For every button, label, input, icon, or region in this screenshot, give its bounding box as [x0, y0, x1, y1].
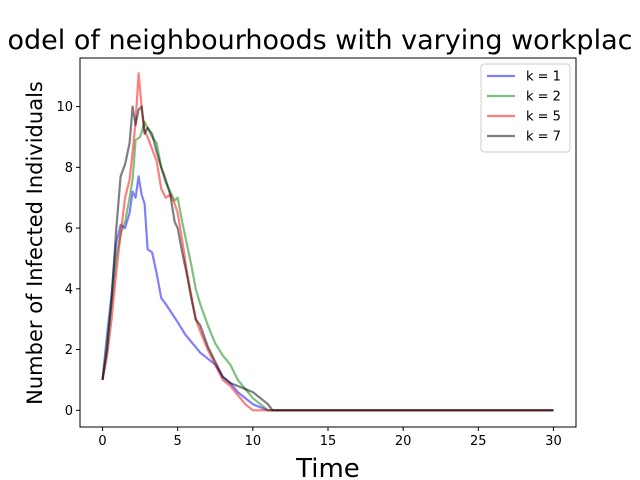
- x-tick-label: 25: [470, 434, 487, 449]
- x-tick-label: 20: [395, 434, 412, 449]
- series-line-k5: [101, 72, 554, 412]
- y-tick-label: 6: [65, 222, 73, 237]
- y-axis-label: Number of Infected Individuals: [23, 81, 47, 405]
- legend-label: k = 1: [526, 70, 561, 85]
- y-tick-label: 0: [65, 404, 73, 419]
- y-tick-label: 8: [65, 161, 73, 176]
- series-layer: [101, 72, 554, 412]
- x-tick-label: 15: [320, 434, 337, 449]
- chart-title: odel of neighbourhoods with varying work…: [8, 25, 633, 56]
- x-tick-label: 10: [245, 434, 262, 449]
- x-tick-label: 0: [98, 434, 106, 449]
- x-tick-label: 30: [545, 434, 562, 449]
- legend-label: k = 2: [526, 90, 561, 105]
- legend-label: k = 7: [526, 130, 561, 145]
- x-axis: 0 5 10 15 20 25 30: [98, 427, 562, 449]
- y-tick-label: 10: [56, 100, 73, 115]
- series-line-k2: [101, 120, 554, 412]
- series-line-k7: [101, 105, 554, 412]
- series-line-k1: [101, 175, 554, 412]
- x-axis-label: Time: [295, 454, 360, 480]
- y-tick-label: 2: [65, 343, 73, 358]
- legend-box: [480, 63, 571, 153]
- y-axis: 0 2 4 6 8 10: [56, 100, 80, 419]
- x-tick-label: 5: [174, 434, 182, 449]
- legend-label: k = 5: [526, 110, 561, 125]
- y-tick-label: 4: [65, 282, 73, 297]
- legend: k = 1 k = 2 k = 5 k = 7: [480, 63, 571, 153]
